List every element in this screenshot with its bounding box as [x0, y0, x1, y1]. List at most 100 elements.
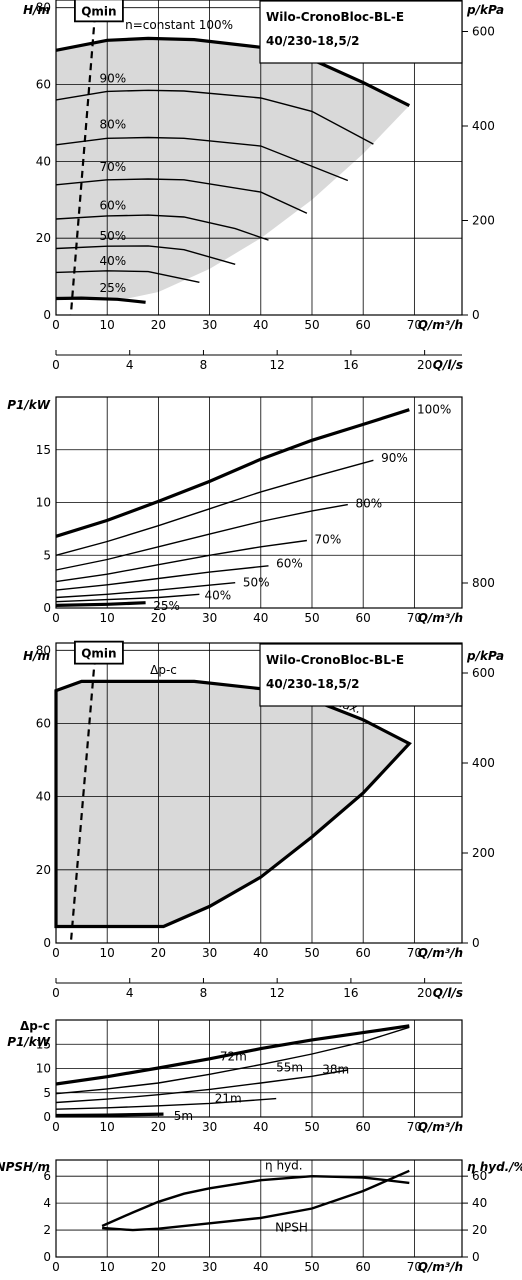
x-tick-label: 30: [202, 611, 217, 625]
speed-curve: [55, 214, 269, 241]
x-tick-label: 40: [253, 1120, 268, 1134]
plot-frame: [55, 1019, 463, 1118]
speed-curve-label: 40%: [100, 254, 127, 268]
power-curve-label: 40%: [204, 588, 231, 602]
x-axis-label: Q/m³/h: [418, 1260, 463, 1274]
y-tick-label: 5: [43, 548, 51, 562]
qmin-label: Qmin: [81, 4, 116, 18]
dpc-label: Δp-c: [150, 663, 177, 677]
power-curve: [55, 593, 200, 603]
power-curve: [55, 503, 348, 571]
x-axis-label: Q/m³/h: [418, 318, 463, 332]
x-tick-label: 50: [304, 611, 319, 625]
x-tick-label: 70: [407, 1260, 422, 1274]
power-curve: [55, 459, 374, 556]
y-axis-label: H/m: [23, 3, 50, 17]
x-tick-label: 60: [356, 611, 371, 625]
power-curve-label: 55m: [276, 1061, 303, 1075]
x-tick-label: 10: [100, 318, 115, 332]
x2-tick-label: 20: [417, 358, 432, 372]
y2-tick-label: 0: [472, 308, 480, 322]
y2-tick-label: 0: [472, 1250, 480, 1264]
x-axis-label: Q/m³/h: [418, 946, 463, 960]
chart-title-line: Wilo-CronoBloc-BL-E: [266, 653, 404, 667]
y-tick-label: 20: [36, 231, 51, 245]
x-tick-label: 60: [356, 1260, 371, 1274]
x-tick-label: 0: [52, 1120, 60, 1134]
x2-tick-label: 12: [270, 986, 285, 1000]
y-axis-label: P1/kW: [7, 398, 51, 412]
y-axis-label: NPSH/m: [0, 1160, 50, 1174]
y2-axis-label: η hyd./%: [467, 1160, 522, 1174]
power-curve-label: 50%: [243, 576, 270, 590]
power-curve-label: 80%: [356, 497, 383, 511]
y2-tick-label: 200: [472, 846, 495, 860]
y-tick-label: 40: [36, 790, 51, 804]
power-curve-label: 90%: [381, 451, 408, 465]
x-tick-label: 60: [356, 318, 371, 332]
power-curve-label: 70%: [315, 532, 342, 546]
x2-tick-label: 4: [126, 986, 134, 1000]
x-tick-label: 70: [407, 611, 422, 625]
x-tick-label: 40: [253, 611, 268, 625]
y-tick-label: 60: [36, 78, 51, 92]
plot-frame: [55, 1159, 463, 1258]
x-tick-label: 50: [304, 318, 319, 332]
x-tick-label: 20: [151, 1120, 166, 1134]
x-tick-label: 20: [151, 611, 166, 625]
x-tick-label: 20: [151, 1260, 166, 1274]
plot-frame: [55, 0, 463, 316]
chart-title-line: 40/230-18,5/2: [266, 677, 359, 691]
power-speed-chart: 100% 90% 80% 70% 60% 50% 40% 25% 0 5 10 15 0 10 20 30 40…: [7, 396, 463, 625]
power-curve: [55, 1097, 277, 1110]
x-tick-label: 20: [151, 946, 166, 960]
y-tick-label: 80: [36, 1, 51, 15]
x2-tick-label: 16: [343, 986, 358, 1000]
x-tick-label: 20: [151, 318, 166, 332]
x-tick-label: 0: [52, 611, 60, 625]
head-speed-chart: n=constant 100% 90% 80% 70% 60% 50% 40% 25% Wilo…: [23, 0, 504, 372]
y2-tick-label: 600: [472, 24, 495, 38]
x-tick-label: 10: [100, 1120, 115, 1134]
x2-axis-label: Q/l/s: [433, 986, 463, 1000]
x-tick-label: 30: [202, 946, 217, 960]
y2-tick-label: 60: [472, 1169, 487, 1183]
y-tick-label: 6: [43, 1169, 51, 1183]
x-tick-label: 70: [407, 946, 422, 960]
speed-curve: [55, 89, 374, 145]
y-tick-label: 40: [36, 154, 51, 168]
x2-tick-label: 12: [270, 358, 285, 372]
chart-title-line: 40/230-18,5/2: [266, 34, 359, 48]
y-tick-label: 4: [43, 1196, 51, 1210]
y-tick-label: 10: [36, 496, 51, 510]
y-tick-label: 2: [43, 1223, 51, 1237]
x-tick-label: 0: [52, 946, 60, 960]
speed-curve: [55, 296, 146, 304]
speed-curve: [55, 36, 411, 108]
x-tick-label: 60: [356, 1120, 371, 1134]
title-box: [259, 0, 463, 64]
x-tick-label: 50: [304, 946, 319, 960]
speed-curve: [55, 270, 200, 283]
x-tick-label: 10: [100, 611, 115, 625]
y2-tick-label: 20: [472, 1223, 487, 1237]
x-tick-label: 0: [52, 1260, 60, 1274]
npsh-eff-curve: [102, 1169, 410, 1232]
operating-area-boundary: [54, 679, 412, 929]
y2-tick-label: 0: [472, 936, 480, 950]
y-tick-label: 0: [43, 1110, 51, 1124]
x-tick-label: 10: [100, 1260, 115, 1274]
x2-tick-label: 8: [200, 986, 208, 1000]
y-tick-label: 20: [36, 863, 51, 877]
x-axis-label: Q/m³/h: [418, 1120, 463, 1134]
eff-curve-label: η hyd.: [265, 1158, 303, 1172]
speed-curve-label: n=constant 100%: [125, 18, 233, 32]
y2-tick-label: 200: [472, 213, 495, 227]
qmin-label: Qmin: [81, 647, 116, 661]
x-tick-label: 30: [202, 318, 217, 332]
y-tick-label: 0: [43, 308, 51, 322]
y2-tick-label: 400: [472, 756, 495, 770]
qmin-label-box: [74, 0, 124, 23]
y-tick-label: 0: [43, 936, 51, 950]
